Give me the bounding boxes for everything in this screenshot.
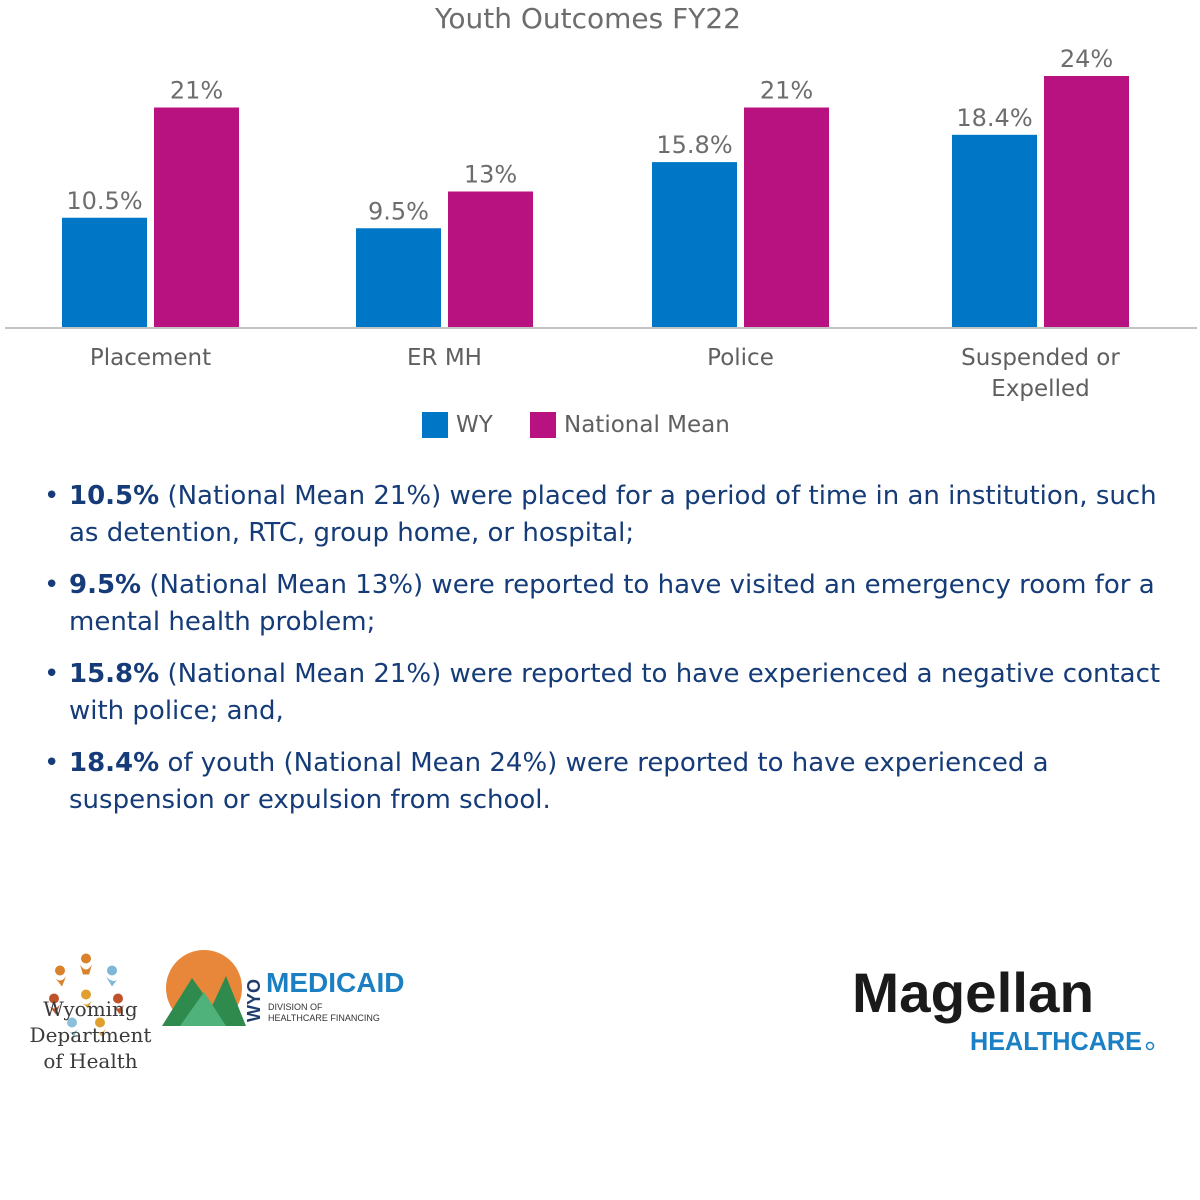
category-label: Suspended or Expelled	[961, 345, 1120, 402]
bullet-dot: •	[44, 748, 60, 778]
wdh-line: of Health	[43, 1049, 138, 1073]
medicaid-subtitle-2: HEALTHCARE FINANCING	[268, 1013, 380, 1023]
bullet-dot: •	[44, 659, 60, 689]
finding-value: 18.4%	[69, 748, 160, 778]
medicaid-subtitle-1: DIVISION OF	[268, 1002, 323, 1012]
wyoming-health-wordmark: Wyoming Department of Health	[18, 996, 163, 1074]
finding-item: • 10.5% (National Mean 21%) were placed f…	[44, 478, 1174, 552]
bar-wy-police	[652, 162, 737, 328]
finding-item: • 15.8% (National Mean 21%) were reported…	[44, 656, 1174, 730]
data-label: 10.5%	[66, 187, 142, 215]
data-label: 9.5%	[368, 197, 429, 225]
bullet-dot: •	[44, 481, 60, 511]
legend-label-national-mean: National Mean	[564, 412, 730, 438]
category-labels: Placement ER MH Police Suspended or Expelled	[90, 345, 1121, 402]
finding-text: (National Mean 21%) were placed for a pe…	[69, 481, 1157, 548]
legend: WY National Mean	[422, 412, 730, 438]
bar-wy-placement	[62, 217, 147, 328]
wdh-line: Department	[29, 1023, 152, 1047]
category-label: Police	[707, 345, 774, 371]
finding-text: of youth (National Mean 24%) were report…	[69, 748, 1049, 815]
magellan-healthcare-logo: Magellan HEALTHCARE	[852, 962, 1155, 1056]
bar-national-mean-police	[744, 107, 829, 328]
magellan-wordmark: Magellan	[852, 962, 1094, 1024]
wdh-line: Wyoming	[43, 997, 138, 1021]
data-label: 24%	[1060, 45, 1113, 73]
bullet-dot: •	[44, 570, 60, 600]
bar-national-mean-placement	[154, 107, 239, 328]
wyo-medicaid-logo: WYO MEDICAID DIVISION OF HEALTHCARE FINA…	[162, 950, 404, 1026]
legend-swatch-national-mean	[530, 412, 556, 438]
bar-wy-suspended-or-expelled	[952, 134, 1037, 328]
finding-text: (National Mean 13%) were reported to hav…	[69, 570, 1155, 637]
finding-value: 9.5%	[69, 570, 142, 600]
data-label: 21%	[760, 77, 813, 105]
category-label: Placement	[90, 345, 211, 371]
data-label: 13%	[464, 161, 517, 189]
mountain-shape	[180, 992, 226, 1026]
wyoming-health-emblem	[48, 953, 124, 1037]
legend-label-wy: WY	[456, 412, 494, 438]
legend-swatch-wy	[422, 412, 448, 438]
bar-wy-er-mh	[356, 228, 441, 328]
chart-title: Youth Outcomes FY22	[434, 2, 741, 35]
finding-value: 15.8%	[69, 659, 160, 689]
category-label: ER MH	[407, 345, 482, 371]
bar-national-mean-er-mh	[448, 191, 533, 328]
bars-layer: 10.5% 21% 9.5% 13% 15.8% 21% 18.4% 24%	[62, 45, 1129, 328]
findings-list: • 10.5% (National Mean 21%) were placed f…	[44, 478, 1174, 834]
healthcare-wordmark: HEALTHCARE	[970, 1026, 1142, 1056]
data-label: 18.4%	[956, 104, 1032, 132]
finding-value: 10.5%	[69, 481, 160, 511]
finding-item: • 9.5% (National Mean 13%) were reported …	[44, 567, 1174, 641]
medicaid-title: MEDICAID	[266, 967, 404, 998]
finding-text: (National Mean 21%) were reported to hav…	[69, 659, 1161, 726]
bar-national-mean-suspended-or-expelled	[1044, 76, 1129, 328]
finding-item: • 18.4% of youth (National Mean 24%) were…	[44, 745, 1174, 819]
data-label: 21%	[170, 77, 223, 105]
registered-mark-icon	[1145, 1041, 1155, 1051]
data-label: 15.8%	[656, 131, 732, 159]
bar-chart: Youth Outcomes FY22 10.5% 21% 9.5% 13% 15.8%…	[5, 2, 1197, 438]
medicaid-wyo-text: WYO	[244, 979, 264, 1022]
